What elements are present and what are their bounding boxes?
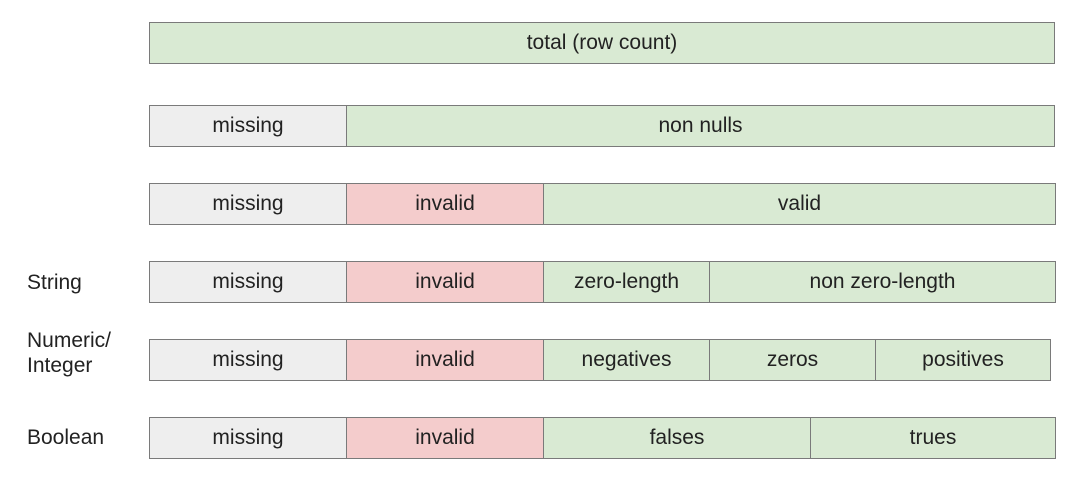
row-label-text: String [27,271,82,294]
segment-invalid: invalid [346,339,544,381]
segment-invalid: invalid [346,417,544,459]
segment-zeros: zeros [709,339,876,381]
segment-non-nulls: non nulls [346,105,1055,147]
row-numeric: missing invalid negatives zeros positive… [149,339,1051,381]
segment-missing: missing [149,339,347,381]
row-label-line: Integer [27,354,93,377]
row-string: missing invalid zero-length non zero-len… [149,261,1056,303]
row-label-boolean: Boolean [27,425,104,450]
row-total: total (row count) [149,22,1055,64]
segment-missing: missing [149,417,347,459]
row-boolean: missing invalid falses trues [149,417,1056,459]
segment-non-zero-length: non zero-length [709,261,1056,303]
row-label-text: Boolean [27,426,105,449]
row-label-string: String [27,270,82,295]
segment-invalid: invalid [346,183,544,225]
segment-missing: missing [149,261,347,303]
segment-zero-length: zero-length [543,261,710,303]
segment-positives: positives [875,339,1051,381]
segment-negatives: negatives [543,339,710,381]
segment-invalid: invalid [346,261,544,303]
row-label-line: Numeric/ [27,329,112,352]
segment-missing: missing [149,183,347,225]
row-label-numeric: Numeric/ Integer [27,328,111,378]
segment-missing: missing [149,105,347,147]
segment-valid: valid [543,183,1056,225]
row-non-nulls: missing non nulls [149,105,1055,147]
segment-total: total (row count) [149,22,1055,64]
segment-trues: trues [810,417,1056,459]
segment-falses: falses [543,417,811,459]
row-validity: missing invalid valid [149,183,1056,225]
